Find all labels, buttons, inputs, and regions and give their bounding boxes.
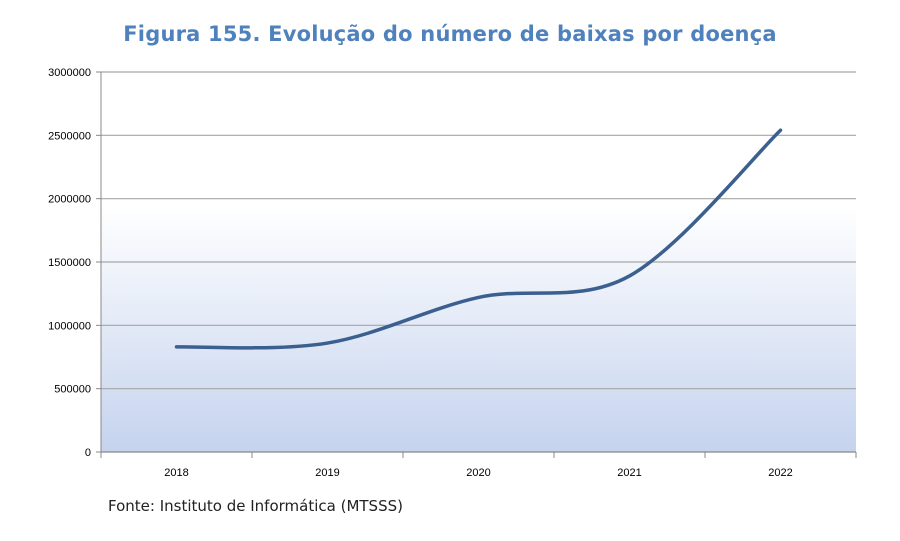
series (174, 128, 783, 350)
y-tick-label: 2500000 (48, 130, 91, 142)
x-axis-ticks: 2018 2019 2020 2021 2022 (100, 452, 857, 479)
x-tick-label: 2020 (466, 467, 490, 479)
y-tick-label: 500000 (54, 384, 91, 396)
y-tick-label: 2000000 (48, 194, 91, 206)
y-tick-label: 3000000 (48, 67, 91, 79)
x-tick-label: 2021 (617, 467, 641, 479)
source-note: Fonte: Instituto de Informática (MTSSS) (108, 497, 403, 515)
y-tick-label: 1500000 (48, 257, 91, 269)
y-axis-ticks: 0 500000 1000000 1500000 2000000 2500000 30000… (48, 67, 101, 459)
y-tick-label: 0 (85, 447, 91, 459)
x-tick-label: 2018 (164, 467, 188, 479)
y-tick-label: 1000000 (48, 320, 91, 332)
x-tick-label: 2019 (315, 467, 339, 479)
series-line (174, 128, 783, 350)
chart-title: Figura 155. Evolução do número de baixas… (123, 22, 777, 46)
gridlines (101, 71, 856, 390)
x-tick-label: 2022 (768, 467, 792, 479)
